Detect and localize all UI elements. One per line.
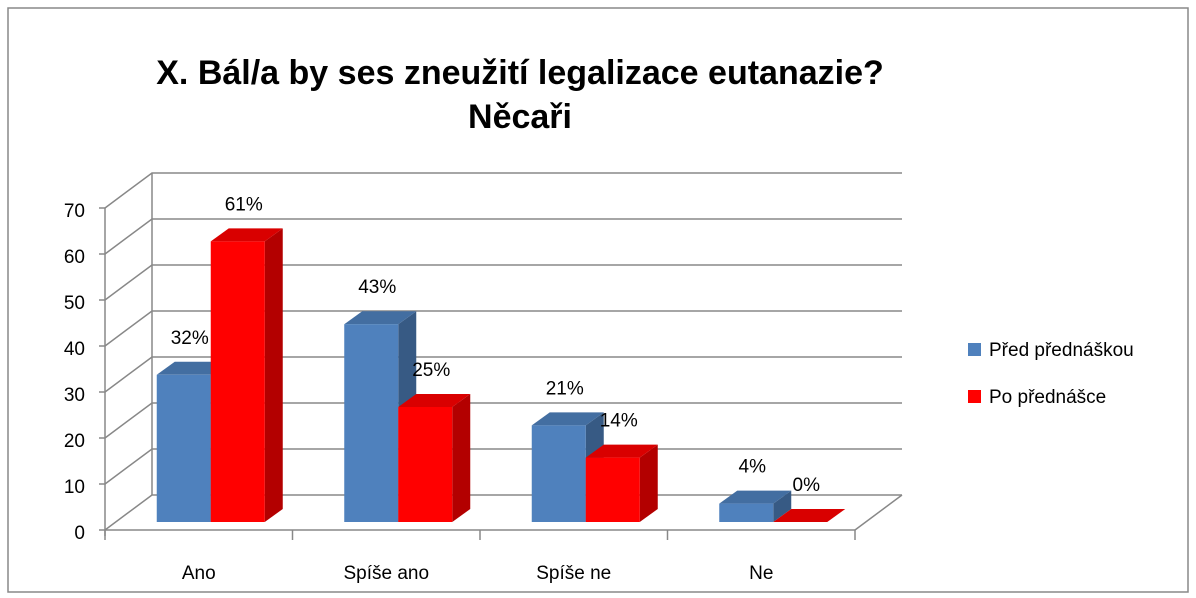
- data-label: 32%: [171, 328, 209, 349]
- x-tick-label: Spíše ano: [343, 563, 429, 584]
- grid-line: [104, 264, 902, 301]
- bar-top: [210, 228, 283, 242]
- bar-top: [585, 444, 658, 458]
- data-label: 21%: [546, 378, 584, 399]
- grid-line: [104, 310, 902, 347]
- legend-swatch: [968, 390, 981, 403]
- data-label: 61%: [225, 194, 263, 215]
- bar: [156, 374, 211, 522]
- grid-line: [104, 356, 902, 393]
- x-tick-label: Ne: [749, 563, 773, 584]
- legend-label: Po přednášce: [989, 387, 1106, 408]
- floor-edge: [854, 494, 903, 531]
- chart-title: X. Bál/a by ses zneužití legalizace euta…: [156, 54, 884, 92]
- bar: [531, 425, 586, 522]
- y-tick-label: 60: [64, 247, 85, 268]
- bar: [398, 407, 453, 522]
- y-tick-label: 50: [64, 293, 85, 314]
- bar: [585, 457, 640, 522]
- bar: [344, 324, 399, 522]
- y-tick-label: 10: [64, 477, 85, 498]
- y-tick-label: 70: [64, 201, 85, 222]
- bar-side: [639, 444, 658, 522]
- bar-side: [264, 228, 283, 522]
- bar: [210, 241, 265, 522]
- grid-line: [104, 172, 902, 209]
- y-tick-label: 30: [64, 385, 85, 406]
- bar-side: [452, 394, 471, 522]
- grid-line: [104, 402, 902, 439]
- bar-side: [773, 490, 792, 522]
- y-tick-label: 40: [64, 339, 85, 360]
- bar-top: [531, 412, 604, 426]
- y-tick-label: 20: [64, 431, 85, 452]
- bar-top: [719, 490, 792, 504]
- bar-top: [773, 509, 846, 522]
- bar-top: [398, 394, 471, 407]
- bar-top: [344, 311, 417, 325]
- data-label: 25%: [412, 360, 450, 381]
- chart-title: Něcaři: [468, 98, 572, 136]
- data-label: 14%: [600, 411, 638, 432]
- legend-swatch: [968, 343, 981, 356]
- x-tick-label: Ano: [182, 563, 216, 584]
- data-label: 43%: [358, 277, 396, 298]
- data-label: 4%: [739, 457, 767, 478]
- x-tick-label: Spíše ne: [536, 563, 611, 584]
- grid-line: [104, 218, 902, 255]
- y-tick-label: 0: [74, 523, 85, 544]
- legend-label: Před přednáškou: [989, 340, 1134, 361]
- data-label: 0%: [793, 475, 821, 496]
- bar: [719, 503, 774, 522]
